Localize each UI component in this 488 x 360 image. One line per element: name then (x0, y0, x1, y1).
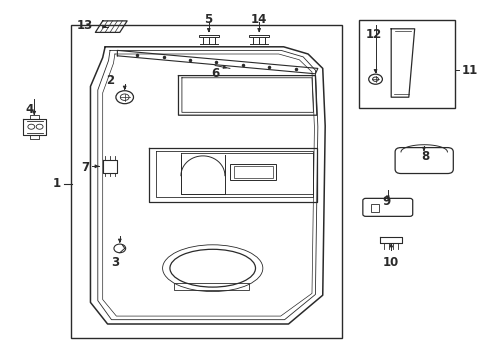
Bar (249, 35, 268, 37)
Text: 11: 11 (461, 64, 477, 77)
Bar (233, 166, 272, 178)
Text: 9: 9 (382, 195, 389, 208)
Text: 5: 5 (203, 13, 211, 26)
Bar (359, 20, 454, 108)
Text: 6: 6 (211, 67, 219, 80)
Text: 12: 12 (365, 28, 381, 41)
Bar (173, 283, 249, 290)
Bar (199, 35, 218, 37)
Text: 2: 2 (106, 75, 114, 87)
Bar (370, 204, 379, 212)
Text: 1: 1 (53, 177, 61, 190)
Text: 14: 14 (250, 13, 267, 26)
Text: 7: 7 (81, 161, 89, 174)
Bar (71, 25, 342, 338)
Text: 8: 8 (421, 150, 428, 163)
Text: 4: 4 (25, 103, 33, 116)
Text: 13: 13 (77, 19, 93, 32)
Bar (229, 164, 276, 180)
Text: 3: 3 (111, 256, 119, 269)
Text: 10: 10 (382, 256, 399, 269)
